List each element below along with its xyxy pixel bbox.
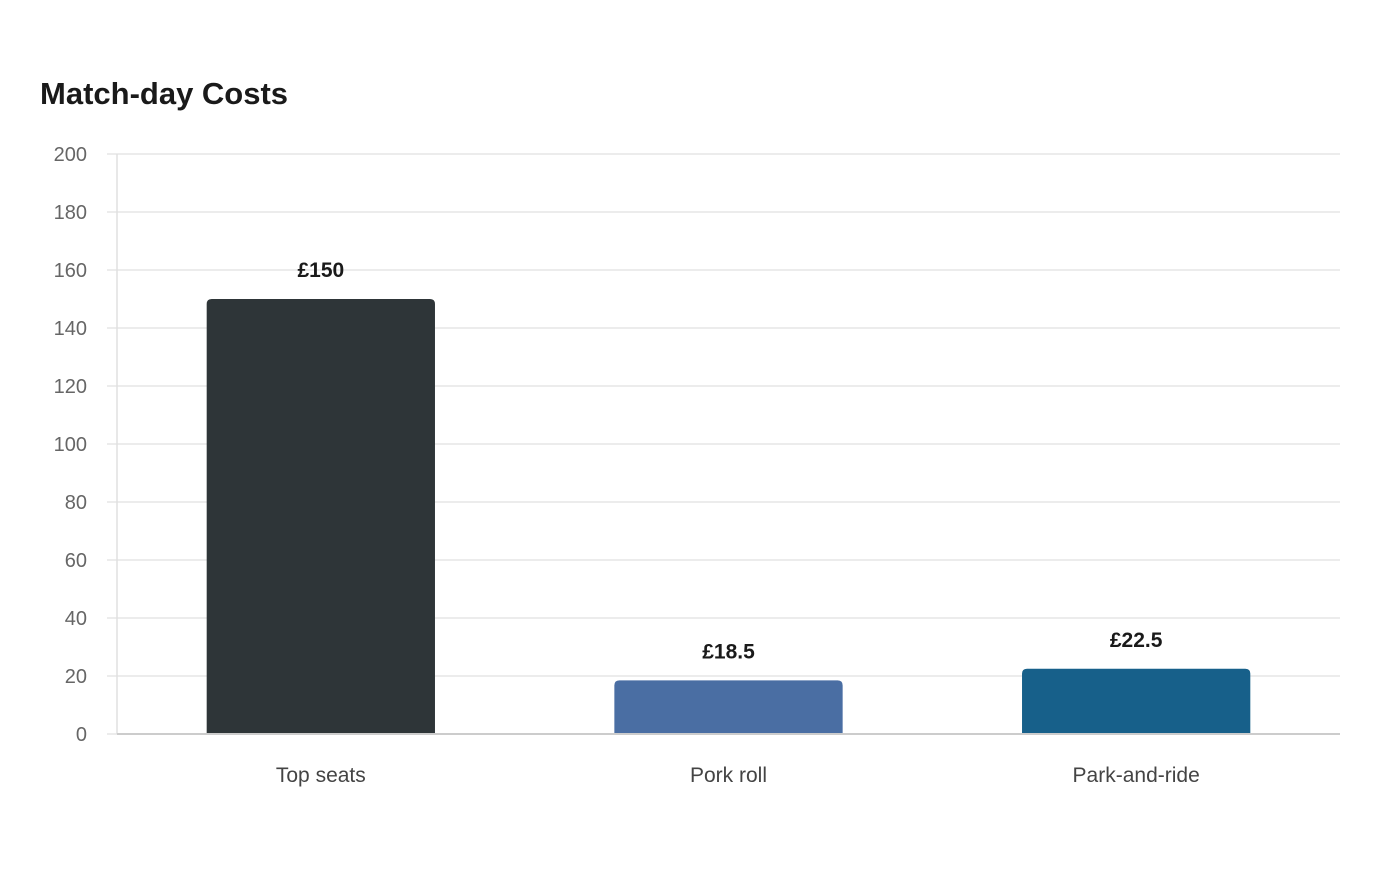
y-axis-ticks: 0 20 40 60 80 100 120 140 160 180 200 — [54, 144, 117, 746]
bar-pork-roll[interactable] — [614, 680, 843, 734]
bars — [206, 299, 1251, 734]
x-category-label: Top seats — [276, 764, 366, 787]
y-tick-label: 100 — [54, 434, 87, 456]
x-axis-categories: Top seats Pork roll Park-and-ride — [276, 764, 1200, 787]
y-tick-label: 60 — [65, 550, 87, 572]
y-tick-label: 120 — [54, 376, 87, 398]
y-tick-label: 80 — [65, 492, 87, 514]
y-tick-label: 140 — [54, 318, 87, 340]
y-tick-label: 40 — [65, 608, 87, 630]
y-tick-label: 180 — [54, 202, 87, 224]
y-tick-label: 0 — [76, 724, 87, 746]
x-category-label: Park-and-ride — [1073, 764, 1200, 787]
y-tick-label: 200 — [54, 144, 87, 166]
chart-title: Match-day Costs — [40, 76, 289, 111]
bar-park-and-ride[interactable] — [1022, 668, 1251, 734]
data-label: £150 — [297, 259, 344, 282]
y-tick-label: 20 — [65, 666, 87, 688]
data-label: £18.5 — [702, 640, 755, 663]
x-category-label: Pork roll — [690, 764, 767, 787]
data-labels: £150 £18.5 £22.5 — [297, 259, 1162, 663]
data-label: £22.5 — [1110, 629, 1163, 652]
y-tick-label: 160 — [54, 260, 87, 282]
bar-top-seats[interactable] — [206, 299, 435, 734]
